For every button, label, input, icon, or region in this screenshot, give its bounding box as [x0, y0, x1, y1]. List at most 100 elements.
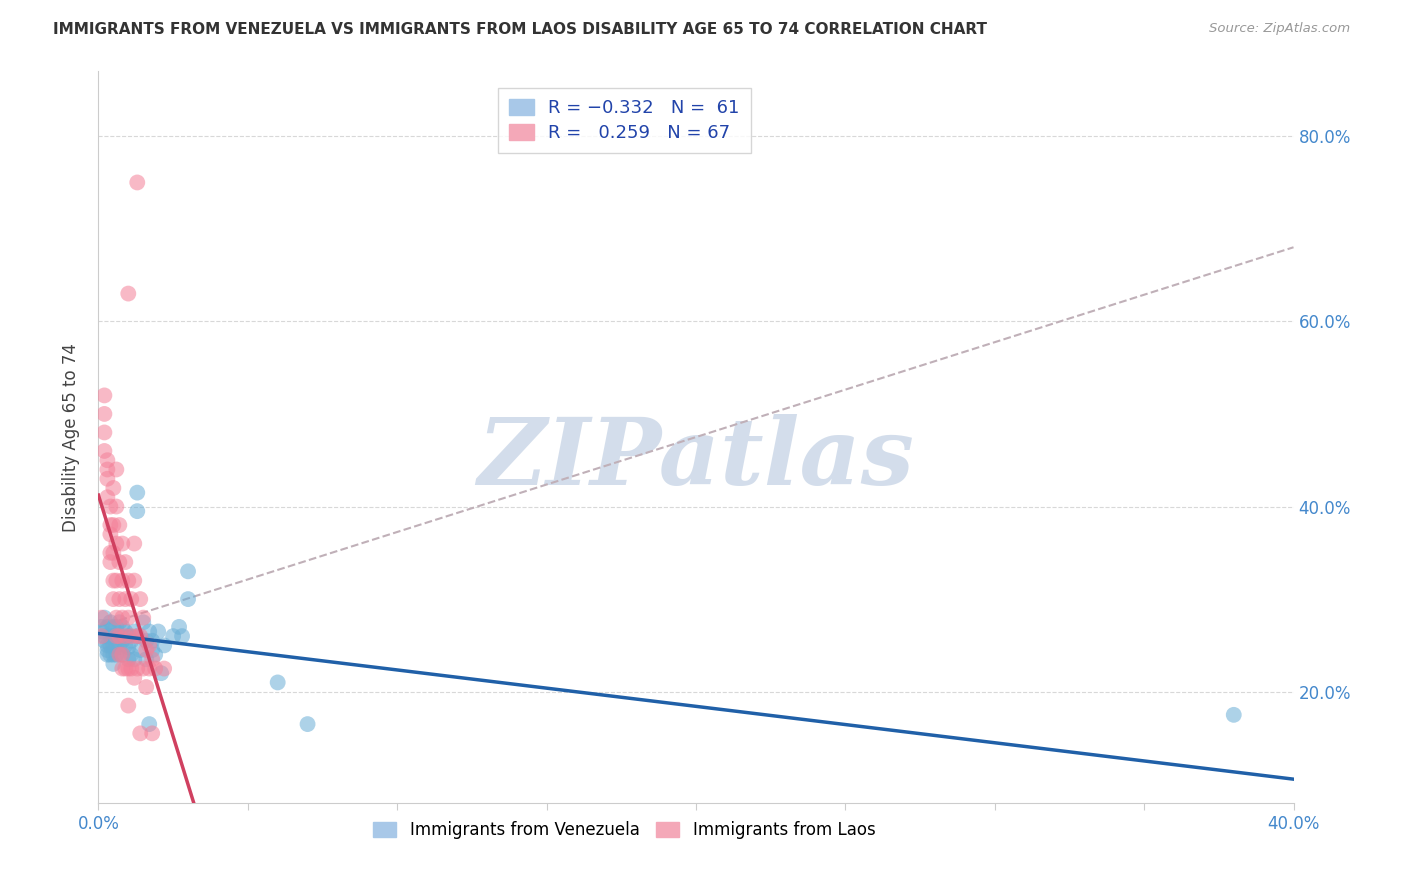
Point: [127, 661, 149, 675]
Point: [103, 620, 125, 634]
Point: [120, 648, 142, 662]
Point: [105, 629, 128, 643]
Point: [96, 620, 118, 634]
Point: [148, 624, 170, 639]
Point: [108, 648, 131, 662]
Point: [96, 490, 118, 504]
Point: [103, 629, 125, 643]
Point: [111, 633, 134, 648]
Point: [117, 629, 139, 643]
Point: [141, 652, 163, 666]
Point: [117, 286, 139, 301]
Point: [117, 574, 139, 588]
Point: [127, 176, 149, 190]
Point: [150, 666, 173, 681]
Point: [98, 518, 122, 533]
Point: [135, 633, 157, 648]
Point: [141, 643, 163, 657]
Point: [93, 633, 115, 648]
Point: [108, 518, 131, 533]
Point: [135, 680, 157, 694]
Point: [105, 639, 128, 653]
Point: [98, 629, 122, 643]
Point: [98, 615, 122, 630]
Point: [90, 610, 112, 624]
Point: [172, 629, 194, 643]
Point: [105, 500, 128, 514]
Point: [108, 592, 131, 607]
Point: [141, 633, 163, 648]
Point: [90, 620, 112, 634]
Point: [105, 620, 128, 634]
Point: [120, 633, 142, 648]
Point: [98, 648, 122, 662]
Point: [143, 661, 166, 675]
Point: [117, 640, 139, 655]
Point: [98, 639, 122, 653]
Point: [105, 462, 128, 476]
Point: [111, 620, 134, 634]
Point: [103, 657, 125, 671]
Point: [103, 574, 125, 588]
Point: [129, 643, 152, 657]
Point: [117, 661, 139, 675]
Point: [96, 453, 118, 467]
Point: [96, 643, 118, 657]
Point: [111, 648, 134, 662]
Point: [124, 536, 146, 550]
Point: [132, 661, 155, 675]
Point: [96, 648, 118, 662]
Point: [98, 527, 122, 541]
Point: [114, 555, 136, 569]
Point: [90, 624, 112, 639]
Point: [120, 629, 142, 643]
Point: [135, 652, 157, 666]
Point: [129, 726, 152, 740]
Point: [138, 639, 160, 653]
Y-axis label: Disability Age 65 to 74: Disability Age 65 to 74: [62, 343, 80, 532]
Text: Source: ZipAtlas.com: Source: ZipAtlas.com: [1209, 22, 1350, 36]
Point: [108, 629, 131, 643]
Point: [96, 462, 118, 476]
Point: [153, 661, 176, 675]
Point: [98, 555, 122, 569]
Point: [111, 661, 134, 675]
Point: [93, 629, 115, 643]
Point: [127, 504, 149, 518]
Point: [124, 574, 146, 588]
Point: [135, 643, 157, 657]
Point: [132, 610, 155, 624]
Point: [127, 629, 149, 643]
Point: [138, 624, 160, 639]
Point: [124, 671, 146, 685]
Point: [143, 648, 166, 662]
Point: [114, 629, 136, 643]
Text: ZIPatlas: ZIPatlas: [478, 414, 914, 504]
Point: [105, 536, 128, 550]
Point: [114, 624, 136, 639]
Point: [114, 661, 136, 675]
Point: [105, 648, 128, 662]
Point: [117, 652, 139, 666]
Point: [127, 485, 149, 500]
Point: [120, 592, 142, 607]
Point: [267, 675, 290, 690]
Point: [93, 444, 115, 458]
Point: [1223, 707, 1246, 722]
Point: [111, 536, 134, 550]
Point: [96, 472, 118, 486]
Point: [103, 648, 125, 662]
Point: [153, 639, 176, 653]
Point: [1133, 810, 1156, 824]
Point: [93, 388, 115, 402]
Point: [103, 639, 125, 653]
Point: [167, 620, 190, 634]
Point: [103, 518, 125, 533]
Point: [93, 407, 115, 421]
Point: [111, 574, 134, 588]
Point: [111, 610, 134, 624]
Point: [93, 610, 115, 624]
Point: [138, 717, 160, 731]
Point: [105, 629, 128, 643]
Point: [103, 481, 125, 495]
